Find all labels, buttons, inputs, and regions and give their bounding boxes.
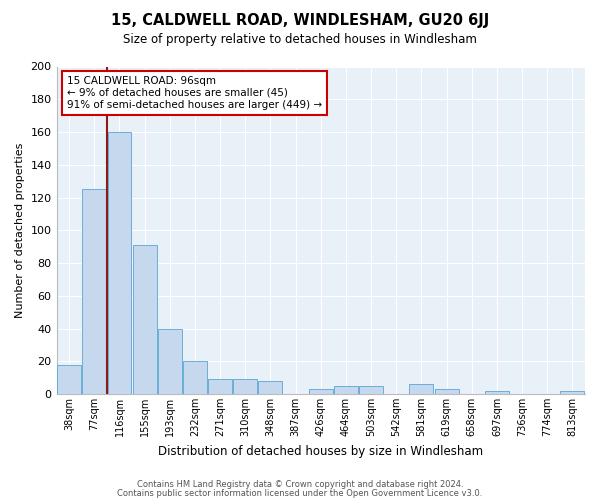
Text: Contains public sector information licensed under the Open Government Licence v3: Contains public sector information licen… [118,488,482,498]
Text: Size of property relative to detached houses in Windlesham: Size of property relative to detached ho… [123,32,477,46]
Text: 15, CALDWELL ROAD, WINDLESHAM, GU20 6JJ: 15, CALDWELL ROAD, WINDLESHAM, GU20 6JJ [111,12,489,28]
Bar [560,390,584,394]
Bar [57,364,81,394]
Bar [208,380,232,394]
Text: 15 CALDWELL ROAD: 96sqm
← 9% of detached houses are smaller (45)
91% of semi-det: 15 CALDWELL ROAD: 96sqm ← 9% of detached… [67,76,322,110]
Bar [409,384,433,394]
Bar [359,386,383,394]
Bar [107,132,131,394]
Text: Contains HM Land Registry data © Crown copyright and database right 2024.: Contains HM Land Registry data © Crown c… [137,480,463,489]
Bar [485,390,509,394]
Bar [309,389,333,394]
Bar [183,362,207,394]
Bar [82,190,106,394]
Bar [133,245,157,394]
Y-axis label: Number of detached properties: Number of detached properties [15,142,25,318]
X-axis label: Distribution of detached houses by size in Windlesham: Distribution of detached houses by size … [158,444,484,458]
Bar [233,380,257,394]
Bar [158,328,182,394]
Bar [259,381,283,394]
Bar [434,389,458,394]
Bar [334,386,358,394]
